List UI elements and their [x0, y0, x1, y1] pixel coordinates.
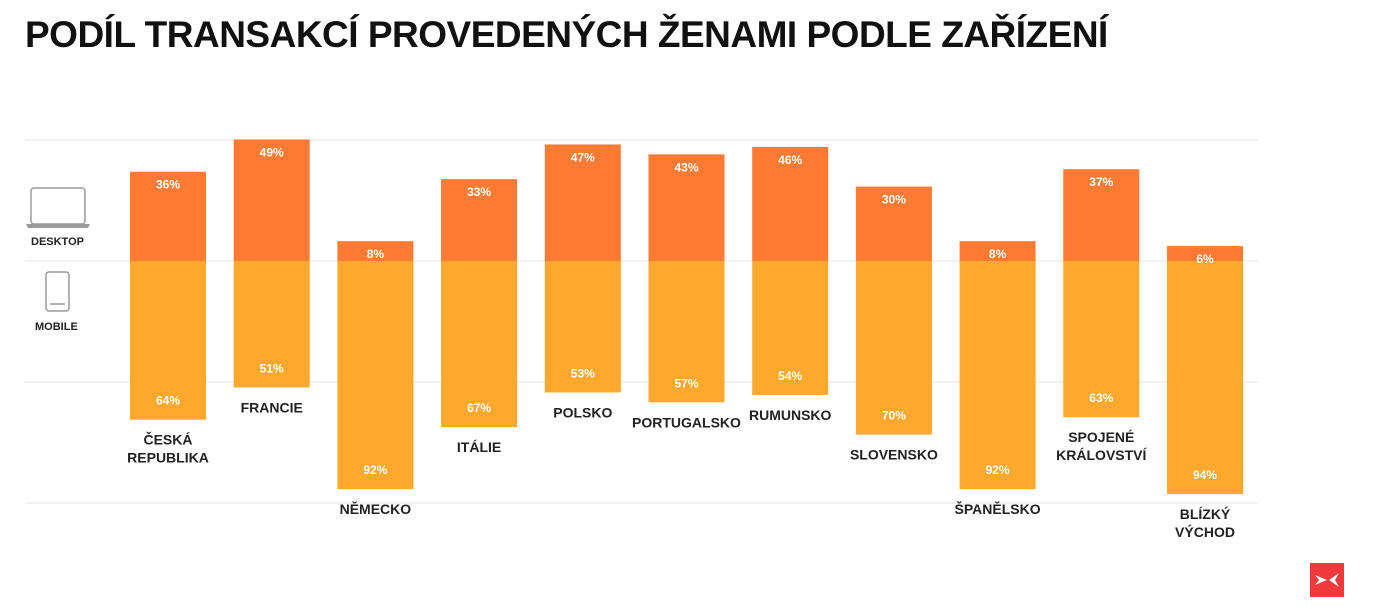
gridlines	[25, 139, 1258, 504]
desktop-value-label: 46%	[778, 153, 802, 167]
category-label: FRANCIE	[241, 399, 303, 415]
desktop-bar	[1063, 169, 1140, 261]
mobile-value-label: 54%	[778, 369, 802, 383]
category-label: KRÁLOVSTVÍ	[1056, 447, 1147, 463]
mobile-value-label: 70%	[882, 409, 906, 423]
desktop-bar	[959, 241, 1036, 261]
desktop-bar	[441, 179, 518, 261]
desktop-bar	[233, 139, 310, 261]
bar-group: 36% 64% ČESKÁ REPUBLIKA	[127, 171, 209, 466]
mobile-value-label: 64%	[156, 394, 180, 408]
legend-desktop-label: DESKTOP	[31, 236, 84, 248]
mobile-value-label: 51%	[260, 361, 284, 375]
mobile-bar	[1063, 261, 1140, 418]
desktop-bar	[1167, 246, 1243, 261]
category-label: RUMUNSKO	[749, 407, 832, 423]
category-label: NĚMECKO	[340, 500, 412, 517]
mobile-value-label: 92%	[363, 463, 387, 477]
mobile-bar	[648, 261, 725, 403]
mobile-value-label: 94%	[1193, 468, 1217, 482]
laptop-icon	[26, 187, 90, 228]
category-label: ITÁLIE	[457, 439, 501, 455]
category-label: POLSKO	[553, 404, 612, 420]
desktop-bar	[752, 146, 829, 261]
smartphone-icon	[45, 271, 70, 312]
mobile-value-label: 67%	[467, 401, 491, 415]
category-label: SLOVENSKO	[850, 447, 938, 463]
desktop-bar	[855, 186, 932, 261]
category-label: REPUBLIKA	[127, 450, 209, 466]
desktop-value-label: 30%	[882, 193, 906, 207]
desktop-value-label: 49%	[260, 145, 284, 159]
bars: 36% 64% ČESKÁ REPUBLIKA 49% 51% FRANCIE 8% 92% NĚ…	[127, 139, 1243, 540]
desktop-value-label: 37%	[1089, 175, 1113, 189]
desktop-value-label: 47%	[571, 150, 595, 164]
mobile-bar	[752, 261, 829, 395]
category-label: ŠPANĚLSKO	[955, 500, 1041, 517]
mobile-value-label: 57%	[674, 376, 698, 390]
mobile-bar	[441, 261, 518, 428]
desktop-bar	[130, 171, 206, 261]
mobile-bar	[1167, 261, 1243, 495]
desktop-value-label: 8%	[367, 247, 385, 261]
desktop-bar	[648, 154, 725, 261]
legend-mobile: MOBILE	[35, 271, 78, 333]
mobile-bar	[959, 261, 1036, 490]
bar-group: 49% 51% FRANCIE	[233, 139, 310, 415]
mobile-value-label: 92%	[986, 463, 1010, 477]
bar-group: 46% 54% RUMUNSKO	[749, 146, 832, 423]
mobile-value-label: 53%	[571, 366, 595, 380]
bar-group: 8% 92% ŠPANĚLSKO	[955, 241, 1041, 517]
bar-group: 8% 92% NĚMECKO	[337, 241, 414, 517]
category-label: ČESKÁ	[143, 431, 192, 448]
desktop-value-label: 43%	[674, 160, 698, 174]
category-label: BLÍZKÝ	[1180, 505, 1231, 522]
mobile-value-label: 63%	[1089, 391, 1113, 405]
category-label: SPOJENÉ	[1068, 429, 1134, 445]
mobile-bar	[233, 261, 310, 388]
bar-group: 30% 70% SLOVENSKO	[850, 186, 938, 463]
desktop-bar	[544, 144, 621, 261]
desktop-value-label: 6%	[1196, 252, 1214, 266]
category-label: PORTUGALSKO	[632, 414, 741, 430]
desktop-value-label: 8%	[989, 247, 1007, 261]
legend-mobile-label: MOBILE	[35, 321, 78, 333]
desktop-bar	[337, 241, 414, 261]
desktop-value-label: 33%	[467, 185, 491, 199]
bar-group: 37% 63% SPOJENÉ KRÁLOVSTVÍ	[1056, 169, 1148, 463]
mobile-bar	[855, 261, 932, 435]
legend-desktop: DESKTOP	[26, 187, 90, 248]
bar-group: 47% 53% POLSKO	[544, 144, 621, 420]
mobile-bar	[130, 261, 206, 420]
mobile-bar	[337, 261, 414, 490]
desktop-value-label: 36%	[156, 178, 180, 192]
chart-title: PODÍL TRANSAKCÍ PROVEDENÝCH ŽENAMI PODLE…	[25, 14, 1108, 55]
bar-group: 33% 67% ITÁLIE	[441, 179, 518, 455]
brand-logo-icon	[1310, 563, 1344, 597]
mobile-bar	[544, 261, 621, 393]
category-label: VÝCHOD	[1175, 523, 1235, 540]
bar-group: 43% 57% PORTUGALSKO	[632, 154, 741, 430]
